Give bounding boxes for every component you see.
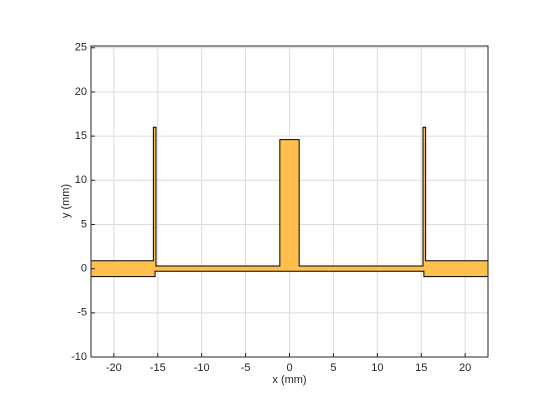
x-tick-label: 0 <box>286 362 292 374</box>
y-tick-label: 20 <box>75 86 87 98</box>
y-tick-label: 5 <box>81 218 87 230</box>
y-tick-label: 25 <box>75 42 87 54</box>
y-tick-label: 15 <box>75 130 87 142</box>
x-tick-label: 10 <box>371 362 383 374</box>
x-tick-label: 15 <box>415 362 427 374</box>
y-tick-label: -5 <box>77 307 87 319</box>
marks <box>91 126 488 278</box>
ticks: -20 -15 -10 -5 0 5 10 15 20 -10 -5 0 5 10 15 20 25 <box>71 42 471 374</box>
y-tick-label: -10 <box>71 351 87 363</box>
x-tick-label: 5 <box>330 362 336 374</box>
shape <box>91 126 488 278</box>
x-axis-label: x (mm) <box>272 374 306 386</box>
x-tick-label: -15 <box>150 362 166 374</box>
x-tick-label: -5 <box>241 362 251 374</box>
y-tick-label: 0 <box>81 263 87 275</box>
y-tick-label: 10 <box>75 174 87 186</box>
y-axis-label: y (mm) <box>60 184 72 218</box>
x-tick-label: 20 <box>459 362 471 374</box>
x-tick-label: -20 <box>106 362 122 374</box>
x-tick-label: -10 <box>194 362 210 374</box>
